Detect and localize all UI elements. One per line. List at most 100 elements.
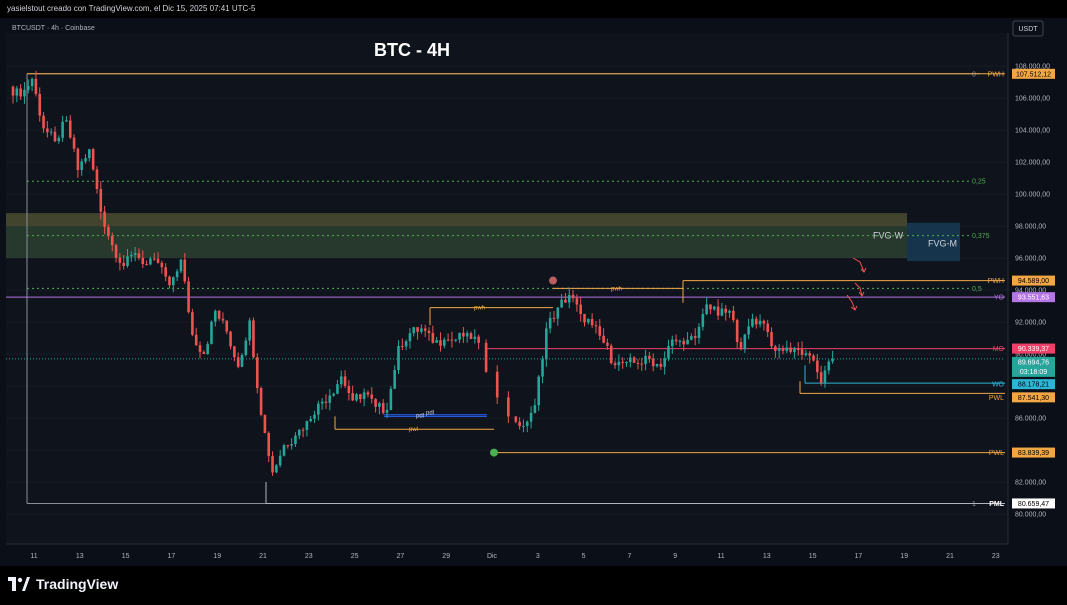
candle-body (587, 318, 590, 323)
candle-body (751, 318, 754, 327)
candle-body (697, 326, 701, 338)
candle-body (522, 426, 525, 427)
candle-body (663, 358, 666, 367)
candle-body (781, 348, 785, 351)
candle-body (68, 120, 72, 138)
time-tick-label: 29 (442, 553, 450, 560)
candle-body (678, 340, 682, 342)
candle-body (548, 317, 552, 329)
candle-body (819, 372, 823, 383)
time-tick-label: 13 (76, 553, 84, 560)
price-label-value: 87.541,30 (1018, 395, 1049, 402)
candle-body (800, 349, 804, 355)
price-tick-label: 80.000,00 (1015, 512, 1046, 519)
swing-low-marker[interactable] (490, 448, 498, 457)
candle-body (454, 339, 458, 341)
fvg-weekly-zone (6, 213, 907, 258)
candle-body (145, 264, 148, 266)
candle-body (651, 358, 655, 367)
candle-body (644, 355, 647, 364)
candle-body (533, 405, 537, 413)
candle-body (416, 327, 419, 332)
candle-body (38, 93, 42, 116)
candle-body (556, 307, 560, 319)
candle-body (133, 253, 137, 255)
candle-body (336, 384, 339, 394)
fvg-m-label: FVG-M (928, 239, 957, 249)
fib-label-0375: 0,375 (972, 233, 990, 240)
level-name-label: PWL (989, 450, 1004, 457)
candle-body (164, 267, 167, 277)
candle-body (427, 330, 431, 334)
candle-body (351, 393, 354, 401)
candle-body (271, 456, 274, 473)
candle-body (667, 346, 670, 359)
candle-body (206, 343, 209, 354)
currency-button[interactable] (1012, 20, 1044, 37)
level-name-label: PWH (988, 71, 1004, 78)
fib-label-1: 1 (972, 501, 976, 508)
candle-body (670, 339, 674, 347)
candle-body (122, 262, 125, 266)
candle-body (518, 421, 521, 427)
tradingview-logo[interactable]: TradingView (8, 576, 118, 592)
time-axis[interactable]: 11 13 15 17 19 21 23 25 27 29 Dic 3 5 7 9 11 13 15 17 19 21 2… (30, 553, 999, 560)
candle-body (793, 349, 796, 352)
candle-body (827, 361, 831, 371)
price-tick-label: 90.000,00 (1015, 352, 1046, 359)
candle-body (728, 310, 731, 313)
candle-body (275, 465, 278, 473)
candle-body (712, 306, 716, 310)
candle-body (412, 327, 416, 334)
candle-body (160, 262, 164, 268)
price-tick-label: 82.000,00 (1015, 480, 1046, 487)
candle-body (796, 349, 800, 351)
candle-body (378, 403, 381, 407)
candle-body (812, 355, 815, 361)
candle-body (267, 432, 271, 457)
candle-body (598, 326, 602, 336)
swing-high-marker[interactable] (549, 276, 557, 285)
candle-body (808, 353, 811, 356)
candle-body (30, 78, 34, 87)
candle-body (735, 319, 739, 342)
candle-body (743, 334, 747, 350)
candle-body (690, 336, 693, 340)
candle-body (484, 342, 488, 372)
candle-body (747, 326, 750, 335)
candle-body (724, 308, 728, 313)
candle-body (95, 169, 99, 189)
time-tick-label: 23 (992, 553, 1000, 560)
candle-body (332, 393, 335, 396)
candle-body (659, 363, 663, 367)
candle-body (240, 355, 244, 367)
candle-body (278, 455, 282, 466)
candle-body (286, 445, 290, 447)
candle-body (514, 416, 518, 422)
candle-body (88, 149, 91, 159)
price-tick-label: 102.000,00 (1015, 160, 1050, 167)
candle-body (179, 259, 183, 272)
symbol-legend[interactable]: BTCUSDT · 4h · Coinbase (12, 25, 95, 32)
candle-body (233, 346, 236, 358)
footer-bar (0, 566, 1067, 605)
candle-body (76, 148, 80, 170)
candle-body (91, 149, 95, 170)
export-caption-bar: yasielstout creado con TradingView.com, … (0, 0, 1067, 18)
candle-body (393, 369, 396, 389)
candle-body (126, 256, 129, 266)
time-tick-label: 25 (351, 553, 359, 560)
candle-body (259, 387, 263, 415)
candle-body (720, 308, 724, 316)
candle-body (754, 318, 758, 325)
candle-body (263, 414, 267, 433)
candle-body (175, 271, 179, 278)
price-chart[interactable]: FVG-W FVG-M 0 0,25 0,375 0,5 1 pwh pwh p… (0, 18, 1067, 566)
price-label-value: 107.512,12 (1016, 71, 1051, 78)
candle-body (57, 137, 61, 142)
level-name-label: YO (994, 295, 1005, 302)
candle-body (355, 394, 358, 401)
candle-body (431, 333, 435, 343)
candle-body (11, 86, 15, 96)
candle-body (213, 310, 217, 322)
